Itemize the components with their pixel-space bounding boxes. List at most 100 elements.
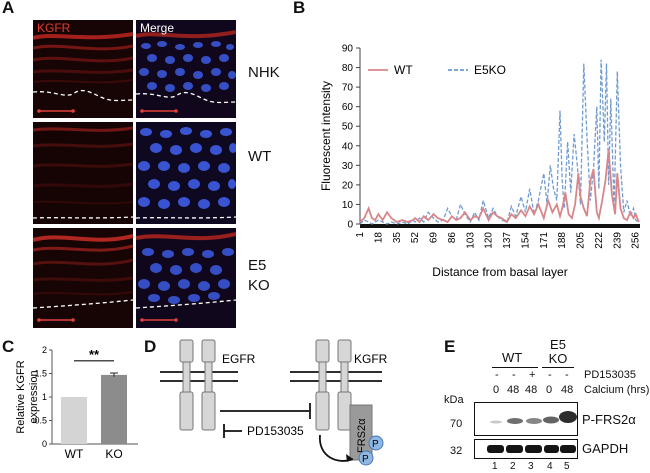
band-lane-1 (490, 420, 502, 424)
blot-p-frs2a (474, 402, 578, 436)
marker-70: 70 (450, 418, 463, 430)
y-tick-label: 0 (42, 439, 47, 449)
bar-wt (61, 397, 87, 444)
x-tick-label: 256 (631, 232, 642, 249)
panel-e-western-blot: WT E5 KO - - + - - PD153035 0 48 48 0 48… (444, 338, 650, 473)
merge-stain-nhk (136, 20, 236, 118)
y-axis-title: Relative KGFR expression (15, 360, 40, 433)
panel-a: KGFR Merge NHK (0, 0, 290, 330)
merge-stain-wt (136, 122, 236, 224)
y-tick-label: 1.5 (34, 369, 47, 379)
inhibition-arrow (220, 403, 311, 419)
y-tick-label: 90 (342, 44, 354, 55)
cell-membrane (160, 371, 382, 382)
x-tick-label: 35 (392, 232, 403, 244)
panel-c-bar-chart: 0 0.5 1 1.5 2 WT KO ** Relative KGFR expression (15, 345, 138, 461)
legend-label-wt: WT (394, 63, 413, 77)
x-tick-label: 154 (520, 232, 531, 249)
band-label-p-frs2a: P-FRS2α (582, 412, 636, 427)
pd-lane-5: - (565, 369, 569, 381)
x-tick-label: 69 (429, 232, 440, 244)
lane-number-2: 2 (510, 461, 516, 472)
band-lane-2 (507, 418, 523, 424)
series-line-e5ko (359, 59, 640, 225)
pd-lane-4: - (548, 369, 552, 381)
column-label-kgfr: KGFR (37, 21, 71, 35)
calcium-lane-2: 48 (507, 384, 520, 396)
micrograph-wt-kgfr (33, 122, 133, 224)
y-tick-label: 60 (342, 102, 354, 113)
calcium-lane-4: 0 (546, 384, 553, 396)
y-axis-title-line: expression (28, 370, 40, 423)
phosphate-label: P (362, 454, 369, 465)
lane-number-3: 3 (528, 461, 534, 472)
kda-label: kDa (444, 394, 464, 406)
band-lane-4 (543, 416, 559, 424)
group-e5ko-bracket (542, 367, 574, 368)
series-line-wt (359, 149, 640, 224)
micrograph-e5ko-merge (136, 228, 236, 328)
x-tick-label: 171 (539, 232, 550, 249)
basal-layer-line (33, 90, 133, 102)
y-tick-label: 0 (347, 220, 353, 231)
y-tick-label: 1 (42, 392, 47, 402)
y-tick-label: 70 (342, 83, 354, 94)
x-tick-label: 205 (576, 232, 587, 249)
blot-gapdh (474, 439, 578, 459)
x-tick-label: 18 (373, 232, 384, 244)
significance-annotation: ** (89, 347, 100, 362)
frs2a-label: FRS2α (356, 418, 368, 453)
y-tick-label: 40 (342, 141, 354, 152)
kgfr-stain-e5ko (33, 228, 133, 328)
micrograph-nhk-merge: Merge (136, 20, 236, 118)
x-tick-label: 86 (447, 232, 458, 244)
kgfr-stain-wt (33, 122, 133, 224)
x-tick-label: 222 (594, 232, 605, 249)
marker-32: 32 (450, 445, 463, 457)
panel-letter-e: E (444, 337, 456, 356)
bar-ko (101, 374, 127, 444)
kgfr-label: KGFR (354, 352, 388, 366)
y-tick-label: 0.5 (34, 416, 47, 426)
band-lane-3 (526, 418, 542, 424)
merge-stain-e5ko (136, 228, 236, 328)
egfr-label: EGFR (222, 352, 256, 366)
group-label-e5ko: E5 KO (548, 337, 568, 366)
y-tick-label: 2 (42, 345, 47, 355)
x-tick-label: 239 (612, 232, 623, 249)
micrograph-wt-merge (136, 122, 236, 224)
y-axis-title: Fluorescent intensity (319, 81, 333, 191)
x-tick-label: 1 (355, 232, 366, 238)
panel-letter-a: A (2, 0, 15, 17)
lane-number-1: 1 (492, 461, 498, 472)
x-axis-title: Distance from basal layer (432, 265, 567, 279)
column-label-merge: Merge (140, 21, 175, 35)
arrow-head-icon (346, 454, 353, 462)
legend-label-e5ko: E5KO (474, 63, 506, 77)
calcium-row-label: Calcium (hrs) (584, 384, 650, 396)
panel-letter-d: D (144, 337, 157, 356)
y-tick-label: 30 (342, 161, 354, 172)
band-lane-5 (559, 411, 577, 423)
group-wt-bracket (492, 367, 538, 368)
y-tick-label: 10 (342, 200, 354, 211)
pd-row-label: PD153035 (584, 369, 636, 381)
y-tick-label: 80 (342, 63, 354, 74)
micrograph-e5ko-kgfr (33, 228, 133, 328)
y-tick-label: 20 (342, 180, 354, 191)
category-label-wt: WT (65, 447, 84, 461)
kgfr-receptor (315, 339, 352, 431)
egfr-receptor (179, 339, 216, 431)
row-label-nhk: NHK (248, 64, 280, 81)
panel-letter-c: C (2, 337, 15, 356)
category-label-ko: KO (105, 447, 122, 461)
x-tick-label: 120 (484, 232, 495, 249)
calcium-lane-5: 48 (561, 384, 574, 396)
pd-lane-3: + (529, 369, 536, 381)
x-tick-label: 188 (557, 232, 568, 249)
kgfr-stain-nhk (33, 20, 133, 118)
lane-number-5: 5 (564, 461, 570, 472)
panel-d-schematic: EGFR KGFR PD153035 FRS2α P P (160, 339, 388, 466)
panel-letter-b: B (293, 0, 306, 17)
pd153035-label: PD153035 (247, 424, 304, 438)
